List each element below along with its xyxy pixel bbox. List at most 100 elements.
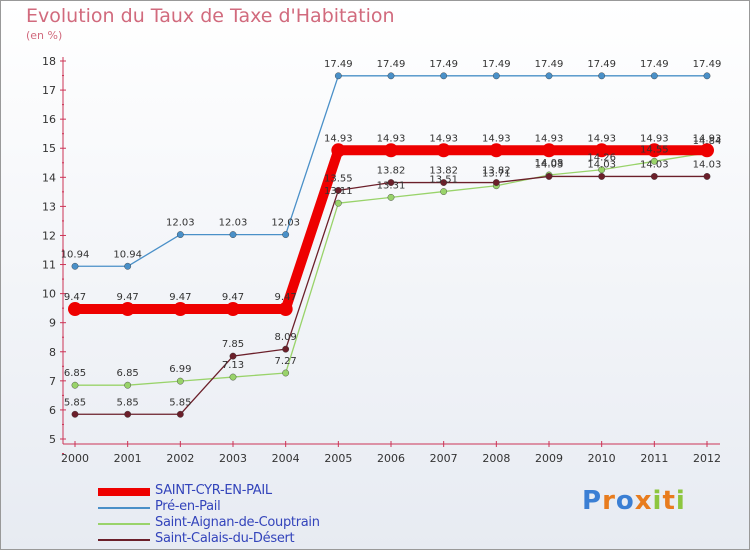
data-point [489,143,504,158]
data-label: 14.93 [640,133,669,144]
data-point [124,262,132,270]
y-tick-label: 5 [49,433,56,446]
data-point [68,302,82,317]
data-label: 7.85 [222,339,244,350]
data-label: 13.11 [324,186,353,197]
logo-letter: o [615,486,635,516]
data-label: 14.03 [640,159,669,170]
proxiti-logo: Proxiti [582,486,686,516]
data-point [176,410,184,418]
data-label: 14.93 [693,133,722,144]
data-label: 14.03 [587,159,616,170]
data-label: 6.85 [64,368,86,379]
y-tick-label: 18 [42,55,56,68]
data-label: 5.85 [169,397,191,408]
data-point [700,143,714,158]
legend-swatch [98,539,150,541]
data-point [545,72,553,80]
data-point [703,72,711,80]
data-label: 17.49 [640,59,669,70]
legend-swatch [98,488,150,496]
data-label: 14.93 [535,133,564,144]
x-tick-label: 2004 [272,452,300,465]
data-point [436,143,451,158]
data-point [334,186,342,194]
chart-title: Evolution du Taux de Taxe d'Habitation [26,5,395,27]
data-point [492,179,500,186]
data-label: 17.49 [377,59,406,70]
data-label: 14.03 [535,159,564,170]
data-label: 14.55 [640,144,669,155]
data-point [650,72,658,80]
data-point [387,72,395,80]
y-tick-label: 8 [49,346,56,359]
data-point [440,179,448,186]
data-label: 9.47 [117,292,139,303]
x-tick-label: 2010 [588,452,616,465]
data-label: 10.94 [113,249,142,260]
logo-letter: t [662,486,676,516]
data-label: 13.82 [429,166,458,177]
data-label: 14.26 [587,153,616,164]
legend-label: SAINT-CYR-EN-PAIL [155,483,272,498]
data-point [282,369,290,377]
data-label: 7.27 [275,356,297,367]
logo-letter: P [582,486,603,516]
data-point [387,193,395,201]
data-point [598,173,606,180]
data-label: 9.47 [275,292,297,303]
logo-letter: i [652,486,663,516]
data-label: 13.51 [429,175,458,186]
data-point [703,173,711,180]
data-label: 6.99 [169,364,191,375]
data-label: 9.47 [64,292,86,303]
data-label: 5.85 [64,397,86,408]
legend-label: Saint-Calais-du-Désert [155,531,295,546]
data-label: 14.93 [377,133,406,144]
data-label: 8.09 [275,332,297,343]
x-tick-label: 2005 [324,452,352,465]
data-label: 9.47 [222,292,244,303]
data-label: 14.93 [324,133,353,144]
y-tick-label: 10 [42,288,56,301]
data-label: 14.93 [482,133,511,144]
x-tick-label: 2006 [377,452,405,465]
data-label: 14.03 [693,159,722,170]
data-label: 12.03 [219,218,248,229]
data-point [440,72,448,80]
y-tick-label: 12 [42,229,56,242]
data-label: 17.49 [693,59,722,70]
data-label: 17.49 [587,59,616,70]
y-tick-label: 11 [42,259,56,272]
logo-letter: x [634,486,653,516]
x-tick-label: 2008 [482,452,510,465]
data-point [120,302,135,317]
data-label: 13.82 [482,166,511,177]
y-tick-label: 7 [49,375,56,388]
data-point [594,143,609,158]
data-point [492,72,500,80]
data-label: 17.49 [429,59,458,70]
data-label: 13.82 [377,166,406,177]
data-point [440,188,448,195]
data-label: 14.93 [429,133,458,144]
y-tick-label: 14 [42,171,56,184]
data-label: 17.49 [535,59,564,70]
y-tick-label: 15 [42,142,56,155]
data-point [278,302,293,317]
legend-label: Pré-en-Pail [155,499,221,514]
y-tick-label: 9 [49,317,56,330]
data-point [226,302,240,317]
y-tick-label: 16 [42,113,56,126]
data-label: 6.85 [117,368,139,379]
data-label: 7.13 [222,360,244,371]
data-label: 14.93 [587,133,616,144]
data-point [334,199,342,207]
data-label: 13.31 [377,180,406,191]
data-point [229,373,237,381]
data-point [71,262,79,270]
legend-swatch [98,507,150,509]
data-point [173,302,188,317]
x-tick-label: 2001 [114,452,142,465]
